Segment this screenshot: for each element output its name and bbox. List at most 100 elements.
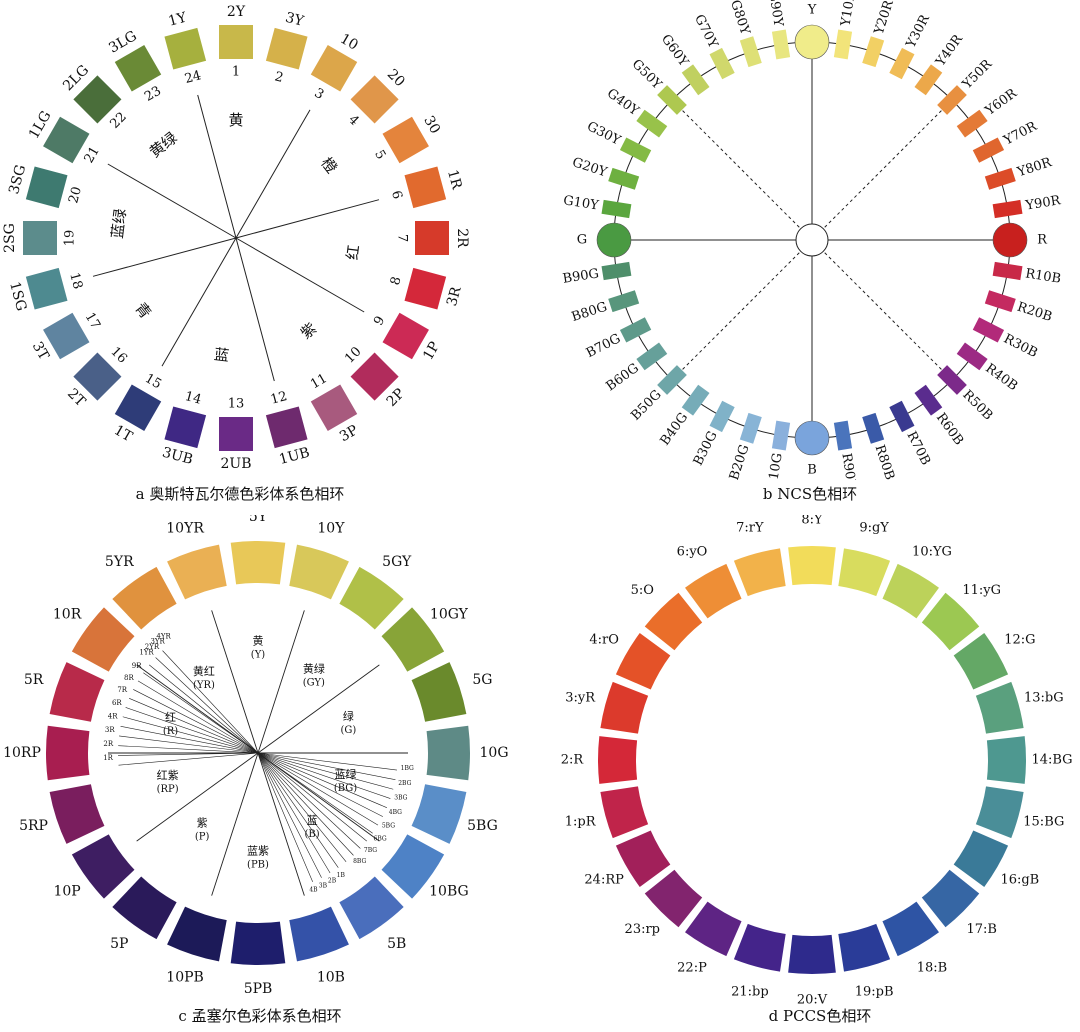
hue-segment	[882, 901, 939, 957]
sector-divider	[235, 109, 311, 239]
hue-swatch	[739, 36, 762, 68]
hue-segment	[49, 784, 105, 844]
hue-label: 11:yG	[962, 583, 1001, 598]
hue-swatch	[619, 137, 652, 163]
hue-segment	[381, 607, 445, 672]
hue-segment	[838, 923, 891, 972]
fine-hue-line	[118, 752, 259, 756]
minor-hue-label: 4B	[309, 887, 318, 894]
sector-label-en: (RP)	[157, 784, 179, 795]
fine-hue-line	[137, 680, 259, 754]
hue-swatch	[73, 352, 122, 401]
main-hue-dot	[992, 222, 1028, 258]
sector-label: 青	[131, 299, 154, 322]
hue-swatch	[992, 199, 1023, 219]
diagonal-dashed	[671, 99, 813, 241]
sector-label-cn: 蓝绿	[334, 767, 356, 781]
sector-divider	[197, 94, 237, 239]
hue-swatch	[404, 267, 447, 310]
fine-hue-line	[257, 752, 396, 781]
hue-segment	[289, 544, 349, 600]
hue-swatch	[382, 312, 429, 360]
minor-hue-label: 1BG	[401, 765, 414, 772]
hue-label: 7:rY	[736, 521, 764, 536]
hue-swatch	[310, 45, 358, 92]
hue-label: 8:Y	[801, 515, 823, 528]
hue-swatch	[73, 75, 122, 124]
hue-label: 9:gY	[859, 521, 889, 536]
hue-number: 23	[142, 84, 164, 105]
hue-segment	[71, 834, 135, 899]
caption-ostwald: a 奥斯特瓦尔德色彩体系色相环	[135, 485, 345, 503]
hue-label: 13:bG	[1024, 690, 1064, 705]
hue-label: 2:R	[561, 753, 585, 768]
hue-swatch	[739, 412, 762, 444]
sector-divider	[161, 237, 237, 367]
hue-number: 24	[183, 68, 203, 87]
hue-swatch	[657, 365, 687, 395]
fine-hue-line	[119, 735, 259, 754]
hue-segment	[986, 736, 1026, 784]
fine-hue-line	[143, 672, 259, 754]
sector-label: 蓝绿	[108, 208, 130, 240]
hue-label: 22:P	[677, 960, 707, 975]
hue-label: 2UB	[221, 456, 252, 472]
hue-number: 7	[395, 234, 410, 242]
panel-ostwald: 2Y 1 3Y 2 10 3 20 4 30 5 1R 6 2R 7 3R 8 1P 9 2P 10 3P 11 1UB 12…	[0, 0, 480, 510]
sector-line	[257, 752, 380, 842]
hue-label: R30B	[1001, 331, 1040, 361]
hue-label: 6:yO	[677, 545, 708, 560]
hue-label: 12:G	[1004, 633, 1035, 648]
hue-swatch	[984, 167, 1016, 190]
hue-label: Y20R	[871, 0, 897, 37]
hue-label: R50B	[959, 387, 995, 423]
pccs-hue-circle: 8:Y 9:gY 10:YG 11:yG 12:G 13:bG 14:BG 15:BG 16:g…	[561, 515, 1073, 1006]
hue-label: G30Y	[584, 119, 623, 149]
minor-hue-label: 3YR	[150, 638, 165, 646]
hue-label: G10Y	[562, 193, 600, 213]
hue-swatch	[219, 417, 253, 451]
hue-label: 10GY	[430, 606, 469, 622]
hue-label: 5RP	[19, 818, 48, 834]
diagonal-dashed	[811, 99, 953, 241]
sector-line	[257, 752, 305, 896]
hue-label: 1Y	[167, 9, 189, 29]
fine-hue-line	[118, 752, 259, 766]
hue-segment	[381, 834, 445, 899]
hue-swatch	[681, 384, 710, 416]
hue-segment	[598, 736, 638, 784]
hue-label: B60G	[604, 361, 642, 395]
minor-hue-label: 6R	[112, 699, 122, 707]
hue-label: 1T	[111, 422, 135, 445]
hue-number: 3	[312, 86, 327, 103]
hue-swatch	[709, 400, 735, 433]
minor-hue-label: 2YR	[145, 643, 160, 651]
minor-hue-label: 7BG	[364, 847, 377, 854]
hue-label: 10P	[53, 884, 80, 900]
main-hue-dot	[794, 420, 830, 456]
sector-label-en: (R)	[163, 726, 178, 737]
hue-segment	[921, 869, 980, 928]
sector-label: 橙	[317, 154, 340, 177]
hue-label: 10Y	[317, 521, 345, 537]
minor-hue-label: 6BG	[374, 835, 387, 842]
fine-hue-line	[257, 752, 339, 868]
hue-segment	[339, 566, 404, 630]
hue-label: 15:BG	[1023, 815, 1064, 830]
hue-label: R90B	[838, 452, 858, 480]
sector-divider	[92, 237, 237, 277]
hue-swatch	[114, 384, 162, 431]
hue-label: Y	[807, 3, 817, 18]
hue-segment	[615, 830, 671, 887]
hue-swatch	[636, 342, 668, 371]
hue-label: G50Y	[629, 57, 665, 93]
hue-label: 20:V	[797, 993, 828, 1006]
hue-segment	[733, 923, 786, 972]
minor-hue-label: 8BG	[353, 858, 366, 865]
sector-divider	[235, 237, 275, 382]
hue-number: 12	[269, 389, 289, 408]
hue-number: 21	[82, 144, 103, 166]
minor-hue-label: 7R	[117, 686, 127, 694]
hue-label: B40G	[658, 410, 692, 448]
caption-ncs: b NCS色相环	[762, 485, 858, 503]
